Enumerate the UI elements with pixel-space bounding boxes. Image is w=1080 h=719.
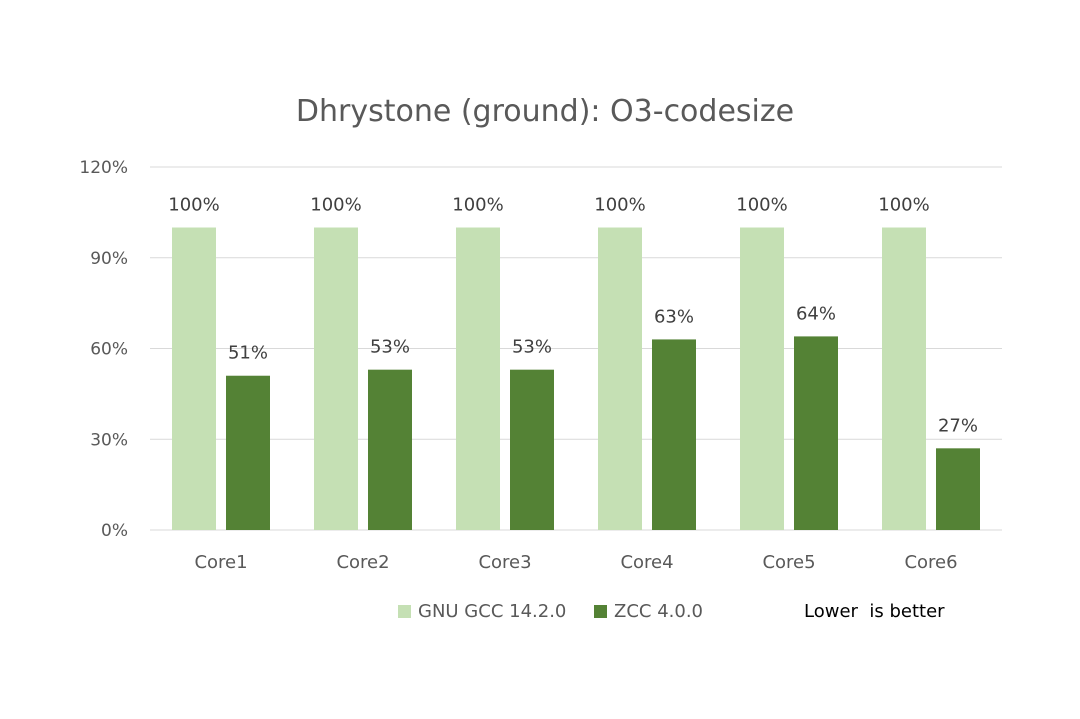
data-label: 64%: [796, 303, 836, 324]
y-tick-label: 120%: [79, 158, 128, 178]
legend-label-zcc: ZCC 4.0.0: [614, 601, 703, 622]
data-label: 100%: [452, 195, 503, 216]
y-tick-label: 60%: [90, 340, 128, 360]
bar-gcc: [456, 227, 500, 530]
legend-swatch-zcc: [594, 605, 607, 618]
x-tick-label: Core3: [478, 552, 531, 573]
chart-note: Lower is better: [804, 601, 945, 622]
bar-zcc: [226, 375, 270, 530]
y-tick-label: 90%: [90, 249, 128, 269]
bar-gcc: [314, 227, 358, 530]
data-label: 100%: [310, 195, 361, 216]
legend-swatch-gcc: [398, 605, 411, 618]
bar-gcc: [172, 227, 216, 530]
y-tick-label: 30%: [90, 430, 128, 450]
bar-zcc: [794, 336, 838, 530]
x-tick-label: Core5: [762, 552, 815, 573]
x-tick-label: Core2: [336, 552, 389, 573]
bar-zcc: [652, 339, 696, 530]
legend-item-zcc: ZCC 4.0.0: [594, 601, 703, 622]
data-label: 53%: [370, 337, 410, 358]
data-label: 63%: [654, 306, 694, 327]
data-label: 100%: [594, 195, 645, 216]
x-tick-label: Core4: [620, 552, 673, 573]
data-label: 100%: [736, 195, 787, 216]
bar-gcc: [598, 227, 642, 530]
y-tick-label: 0%: [101, 521, 128, 541]
legend-label-gcc: GNU GCC 14.2.0: [418, 601, 567, 622]
data-label: 27%: [938, 415, 978, 436]
bar-zcc: [368, 369, 412, 530]
bar-gcc: [740, 227, 784, 530]
chart-title: Dhrystone (ground): O3-codesize: [295, 94, 795, 129]
legend-item-gcc: GNU GCC 14.2.0: [398, 601, 566, 622]
legend: GNU GCC 14.2.0 ZCC 4.0.0: [0, 601, 1080, 627]
bar-zcc: [936, 448, 980, 530]
data-label: 100%: [878, 195, 929, 216]
x-tick-label: Core1: [194, 552, 247, 573]
data-label: 100%: [168, 195, 219, 216]
bar-gcc: [882, 227, 926, 530]
bar-zcc: [510, 369, 554, 530]
data-label: 53%: [512, 337, 552, 358]
data-label: 51%: [228, 343, 268, 364]
x-tick-label: Core6: [904, 552, 957, 573]
